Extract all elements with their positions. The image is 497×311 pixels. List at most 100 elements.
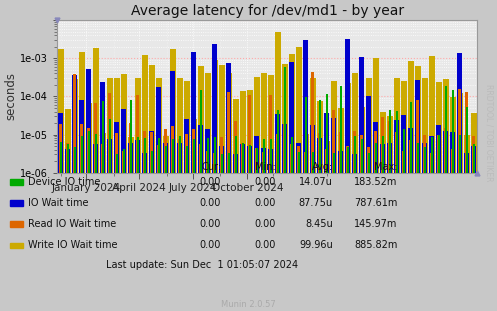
Bar [396,111,398,173]
Bar [352,154,357,173]
Y-axis label: seconds: seconds [4,72,17,120]
Bar [296,143,301,173]
Bar [436,125,441,173]
Bar [214,137,216,173]
Bar [123,149,125,173]
Bar [171,139,173,173]
Bar [354,136,356,173]
Bar [458,89,461,173]
Text: 8.45u: 8.45u [305,219,333,229]
Bar [262,139,264,173]
Bar [368,153,370,173]
Bar [270,139,272,173]
Bar [81,137,83,173]
Bar [290,144,293,173]
Bar [73,75,77,173]
Text: 0.00: 0.00 [254,177,276,187]
Bar [345,82,350,173]
Bar [414,66,420,173]
Text: Munin 2.0.57: Munin 2.0.57 [221,299,276,309]
Bar [100,133,105,173]
Bar [92,48,98,173]
Bar [394,78,400,173]
Bar [312,152,314,173]
Bar [128,137,134,173]
Bar [227,91,230,173]
Bar [304,152,307,173]
Bar [289,62,294,173]
Bar [472,136,475,173]
Bar [466,107,468,173]
Bar [66,143,69,173]
Text: 0.00: 0.00 [254,219,276,229]
Bar [437,135,440,173]
Bar [143,131,146,173]
Text: Cur:: Cur: [201,162,221,172]
Bar [241,144,245,173]
Bar [291,137,293,173]
Bar [361,139,363,173]
Bar [65,109,71,173]
Bar [128,143,133,173]
Bar [298,152,300,173]
Bar [332,110,335,173]
Text: 0.00: 0.00 [254,198,276,208]
Bar [275,32,281,173]
Bar [226,73,232,173]
Bar [359,107,365,173]
Bar [234,154,238,173]
Bar [319,100,321,173]
Bar [275,114,280,173]
Bar [415,80,420,173]
Bar [142,55,148,173]
Bar [255,148,258,173]
Bar [129,123,132,173]
Bar [177,78,182,173]
Bar [465,92,468,173]
Bar [282,64,288,173]
Bar [164,143,168,173]
Bar [345,39,350,173]
Bar [366,95,371,173]
Bar [317,101,323,173]
Bar [471,113,477,173]
Bar [416,143,418,173]
Bar [402,115,406,173]
Bar [212,44,217,173]
Bar [331,118,336,173]
Bar [193,139,195,173]
Bar [235,136,237,173]
Bar [276,134,279,173]
Bar [158,138,160,173]
Bar [85,103,91,173]
Bar [429,56,434,173]
Bar [473,144,475,173]
Bar [130,100,132,173]
Text: Read IO Wait time: Read IO Wait time [28,219,117,229]
Bar [444,128,447,173]
Bar [423,147,425,173]
Bar [409,128,413,173]
Bar [212,60,218,173]
Title: Average latency for /dev/md1 - by year: Average latency for /dev/md1 - by year [131,4,404,18]
Bar [169,49,175,173]
Text: 0.00: 0.00 [254,240,276,250]
Bar [325,149,329,173]
Bar [121,74,127,173]
Bar [387,143,392,173]
Bar [380,112,386,173]
Bar [122,151,125,173]
Bar [185,146,187,173]
Text: 14.07u: 14.07u [299,177,333,187]
Bar [422,143,427,173]
Bar [87,131,89,173]
Bar [318,132,321,173]
Bar [438,135,440,173]
Bar [318,138,322,173]
Bar [310,78,316,173]
Bar [374,131,377,173]
Bar [226,63,231,173]
Bar [233,99,239,173]
Bar [135,141,140,173]
Bar [100,82,105,173]
